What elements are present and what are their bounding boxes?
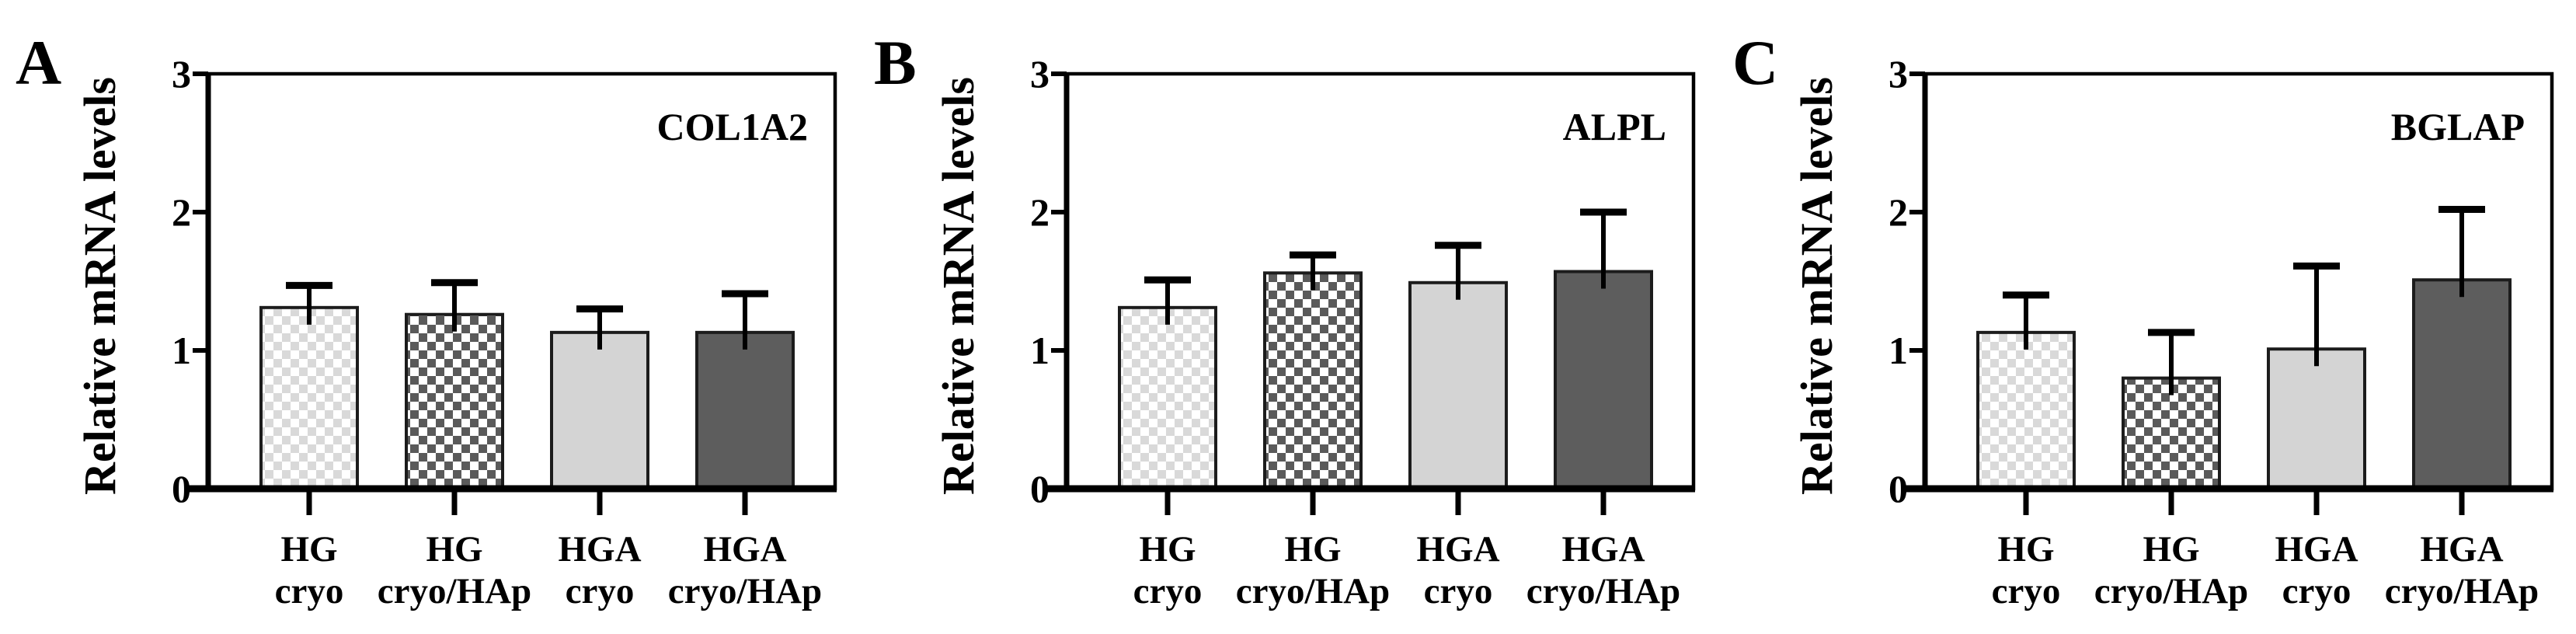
bar-hg-cryo [1118, 305, 1217, 490]
gene-title: BGLAP [2391, 105, 2525, 148]
bar-hga-cryo [1408, 280, 1508, 490]
gene-title: COL1A2 [657, 105, 808, 148]
panel-letter: C [1732, 27, 1778, 98]
y-tick-label: 2 [172, 190, 191, 234]
bar-hga-cryo-hap [2412, 278, 2512, 490]
panel-letter: B [874, 27, 917, 98]
y-tick-label: 0 [172, 467, 191, 510]
category-label-line2: cryo/HAp [668, 571, 822, 611]
category-label-line2: cryo/HAp [1236, 571, 1390, 611]
gene-title: ALPL [1563, 105, 1666, 148]
category-label-line1: HG [1997, 529, 2054, 570]
category-label-line2: cryo [275, 571, 344, 611]
bar-hga-cryo-hap [695, 330, 795, 490]
bar-hg-cryo-hap [405, 312, 504, 490]
category-label-line1: HGA [558, 529, 641, 570]
y-tick-label: 3 [1888, 52, 1908, 96]
bar-hg-cryo-hap [1263, 271, 1363, 490]
y-tick-label: 0 [1030, 467, 1050, 510]
y-tick-label: 1 [172, 329, 191, 372]
y-tick-label: 1 [1888, 329, 1908, 372]
chart-svg-a: 0123HGcryoHGcryo/HApHGAcryoHGAcryo/HApAC… [16, 27, 837, 611]
y-tick-label: 2 [1888, 190, 1908, 234]
category-label-line1: HG [1284, 529, 1341, 570]
y-axis-label: Relative mRNA levels [1791, 77, 1842, 495]
chart-panel-c: 0 1 2 3 HG cryo HG cryo/HAp HGA cryo HGA cryo/HAp C B… [1717, 0, 2575, 634]
error-bar [2293, 262, 2340, 367]
chart-panel-b: 0 1 2 3 HG cryo HG cryo/HAp HGA cryo HGA cryo/HAp B A… [858, 0, 1717, 634]
category-label-line1: HG [2143, 529, 2199, 570]
category-label-line2: cryo [566, 571, 635, 611]
y-axis-label: Relative mRNA levels [933, 77, 983, 495]
error-bar [1144, 276, 1191, 325]
category-label-line1: HG [1139, 529, 1196, 570]
category-label-line1: HGA [1416, 529, 1499, 570]
y-tick-label: 1 [1030, 329, 1050, 372]
error-bar [722, 290, 768, 350]
error-bar [1435, 242, 1481, 300]
y-tick-label: 3 [172, 52, 191, 96]
category-label-line1: HGA [2420, 529, 2503, 570]
error-bar [1580, 208, 1627, 289]
bar-hga-cryo [550, 330, 649, 490]
category-label-line1: HG [426, 529, 482, 570]
category-label-line2: cryo/HAp [1526, 571, 1680, 611]
error-bar [1290, 251, 1336, 291]
category-label-line2: cryo [1424, 571, 1493, 611]
bar-hga-cryo [2267, 347, 2366, 490]
error-bar [2438, 205, 2485, 298]
bar-hga-cryo-hap [1554, 270, 1653, 490]
error-bar [431, 279, 478, 332]
category-label-line1: HGA [2275, 529, 2358, 570]
bar-hg-cryo [259, 305, 359, 490]
category-label-line2: cryo [2282, 571, 2351, 611]
bar-hg-cryo [1976, 330, 2076, 490]
y-axis-label: Relative mRNA levels [75, 77, 125, 495]
category-label-line2: cryo [1992, 571, 2061, 611]
error-bar [2003, 291, 2049, 350]
panel-letter: A [16, 27, 61, 98]
y-tick-label: 0 [1888, 467, 1908, 510]
category-label-line1: HGA [703, 529, 786, 570]
category-label-line2: cryo [1133, 571, 1203, 611]
chart-svg-b: 0123HGcryoHGcryo/HApHGAcryoHGAcryo/HApBA… [874, 27, 1696, 611]
category-label-line2: cryo/HAp [378, 571, 531, 611]
category-label-line2: cryo/HAp [2385, 571, 2539, 611]
y-tick-label: 3 [1030, 52, 1050, 96]
error-bar [286, 281, 332, 325]
chart-svg-c: 0123HGcryoHGcryo/HApHGAcryoHGAcryo/HApCB… [1732, 27, 2554, 611]
error-bar [2148, 329, 2195, 395]
category-label-line1: HG [280, 529, 337, 570]
category-label-line1: HGA [1561, 529, 1645, 570]
category-label-line2: cryo/HAp [2094, 571, 2248, 611]
chart-panel-a: 0 1 2 3 HG cryo HG cryo/HAp HGA cryo HGA cryo/HAp A C… [0, 0, 858, 634]
y-tick-label: 2 [1030, 190, 1050, 234]
error-bar [576, 305, 623, 350]
